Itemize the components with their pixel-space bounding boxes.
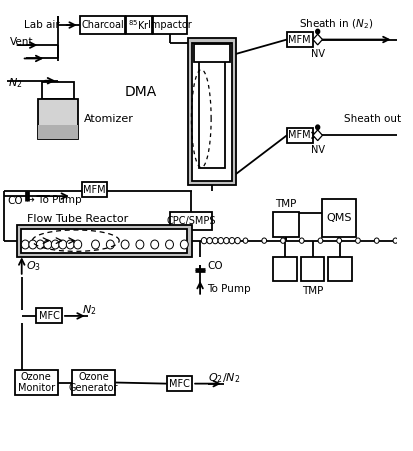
Circle shape xyxy=(121,240,129,249)
Bar xyxy=(273,257,296,281)
Text: $O_2/N_2$: $O_2/N_2$ xyxy=(207,371,240,385)
Bar xyxy=(17,225,192,257)
Circle shape xyxy=(44,240,52,249)
Text: Vent: Vent xyxy=(10,37,33,46)
Bar xyxy=(14,370,58,395)
Text: MFM: MFM xyxy=(288,35,310,45)
Text: Ozone
Generator: Ozone Generator xyxy=(69,372,118,393)
Circle shape xyxy=(392,238,397,244)
Bar xyxy=(192,43,231,181)
Circle shape xyxy=(201,238,206,244)
Circle shape xyxy=(51,240,59,249)
Bar xyxy=(170,212,211,230)
Bar xyxy=(286,128,312,143)
Circle shape xyxy=(180,240,188,249)
Circle shape xyxy=(373,238,378,244)
Text: TMP: TMP xyxy=(301,285,323,296)
Text: NV: NV xyxy=(310,49,324,59)
Bar xyxy=(199,47,224,168)
Text: Flow Tube Reactor: Flow Tube Reactor xyxy=(27,214,128,224)
Text: MFC: MFC xyxy=(39,311,59,321)
Circle shape xyxy=(280,238,285,244)
Text: TMP: TMP xyxy=(275,198,296,208)
Circle shape xyxy=(234,238,240,244)
Text: Charcoal: Charcoal xyxy=(81,20,123,30)
Circle shape xyxy=(315,125,319,129)
Circle shape xyxy=(355,238,359,244)
Polygon shape xyxy=(312,34,322,45)
Bar xyxy=(153,16,186,34)
Bar xyxy=(81,182,107,198)
Text: To Pump: To Pump xyxy=(206,284,250,294)
Circle shape xyxy=(74,240,81,249)
Circle shape xyxy=(317,238,322,244)
Circle shape xyxy=(315,29,319,34)
Circle shape xyxy=(223,238,229,244)
Bar xyxy=(322,199,355,237)
Text: MFM: MFM xyxy=(83,185,106,195)
Circle shape xyxy=(66,240,74,249)
Circle shape xyxy=(242,238,247,244)
Text: CPC/SMPS: CPC/SMPS xyxy=(166,216,216,226)
Circle shape xyxy=(218,238,223,244)
Text: $N_2$: $N_2$ xyxy=(8,76,22,90)
Bar xyxy=(126,16,152,34)
Circle shape xyxy=(150,240,158,249)
Circle shape xyxy=(206,238,212,244)
Circle shape xyxy=(299,238,303,244)
Circle shape xyxy=(165,240,173,249)
Bar xyxy=(80,16,125,34)
Circle shape xyxy=(106,240,114,249)
Bar xyxy=(38,99,78,138)
Polygon shape xyxy=(312,130,322,141)
Text: $^{85}$Kr: $^{85}$Kr xyxy=(128,18,150,32)
Bar xyxy=(38,125,78,138)
Bar xyxy=(42,82,74,99)
Text: CO: CO xyxy=(7,196,23,206)
Circle shape xyxy=(212,238,218,244)
Text: DMA: DMA xyxy=(124,85,157,99)
Circle shape xyxy=(91,240,99,249)
Text: → To Pump: → To Pump xyxy=(26,195,82,205)
Text: Sheath out: Sheath out xyxy=(343,115,400,124)
Bar xyxy=(286,32,312,47)
Text: Sheath in ($N_2$): Sheath in ($N_2$) xyxy=(298,17,373,31)
Circle shape xyxy=(36,240,44,249)
Circle shape xyxy=(229,238,234,244)
Text: Impactor: Impactor xyxy=(148,20,191,30)
Text: CO: CO xyxy=(206,262,222,272)
Text: Ozone
Monitor: Ozone Monitor xyxy=(18,372,55,393)
Text: QMS: QMS xyxy=(326,213,351,223)
Bar xyxy=(194,44,229,62)
Circle shape xyxy=(336,238,341,244)
Bar xyxy=(273,212,298,237)
Bar xyxy=(36,308,62,323)
Text: $O_3$: $O_3$ xyxy=(26,260,40,273)
Text: NV: NV xyxy=(310,145,324,155)
Bar xyxy=(166,376,192,391)
Bar xyxy=(300,257,324,281)
Text: $N_2$: $N_2$ xyxy=(81,304,96,318)
Text: Atomizer: Atomizer xyxy=(83,115,133,124)
Circle shape xyxy=(59,240,66,249)
Bar xyxy=(21,229,187,253)
Bar xyxy=(328,257,351,281)
Circle shape xyxy=(261,238,266,244)
Bar xyxy=(72,370,115,395)
Bar xyxy=(188,38,235,185)
Text: MFM: MFM xyxy=(288,130,310,140)
Text: MFC: MFC xyxy=(169,379,189,389)
Circle shape xyxy=(135,240,143,249)
Text: Lab air: Lab air xyxy=(24,20,60,30)
Circle shape xyxy=(21,240,29,249)
Circle shape xyxy=(29,240,37,249)
